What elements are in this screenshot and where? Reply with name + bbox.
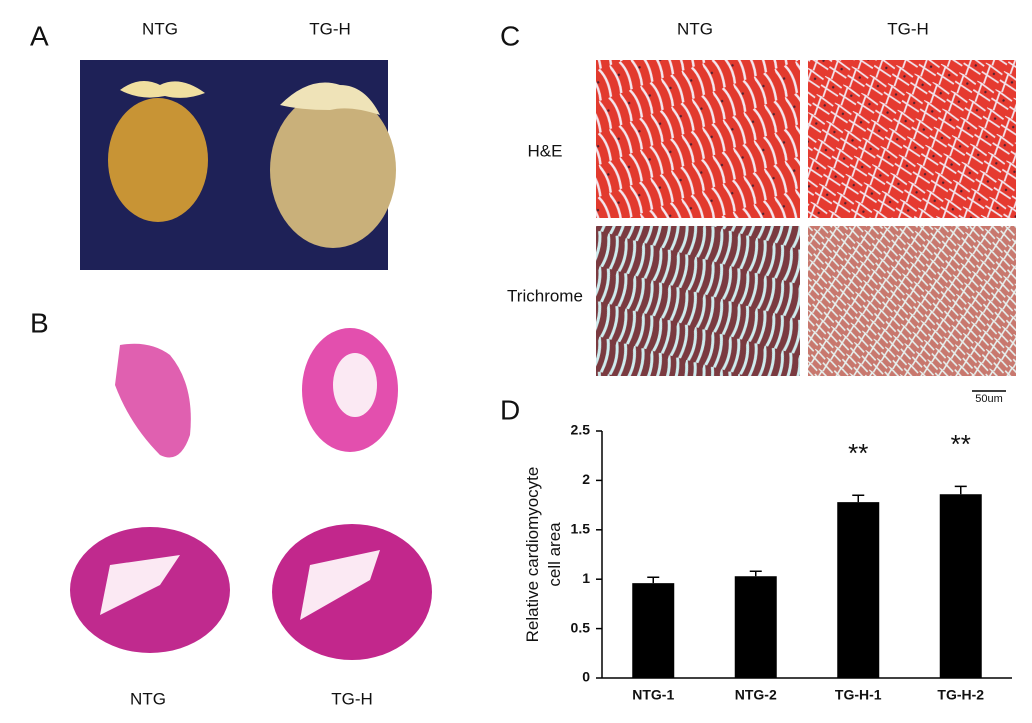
column-label: NTG (142, 19, 178, 38)
x-tick-label: TG-H-1 (835, 687, 882, 703)
y-tick-label: 1 (582, 570, 590, 586)
y-axis-title: Relative cardiomyocyte cell area (523, 467, 564, 643)
panel-label: A (30, 20, 49, 51)
bar (632, 583, 675, 678)
significance: ** (848, 438, 868, 468)
column-label: NTG (130, 689, 166, 708)
y-axis-title-line: cell area (545, 522, 564, 587)
x-tick-label: TG-H-2 (937, 687, 984, 703)
column-label: TG-H (887, 19, 929, 38)
panel-label: C (500, 20, 520, 51)
y-tick-label: 1.5 (571, 521, 591, 537)
y-tick-label: 0.5 (571, 619, 591, 635)
column-label: TG-H (331, 689, 373, 708)
y-tick-label: 2.5 (571, 422, 591, 438)
panel-label: D (500, 394, 520, 425)
bar (837, 502, 880, 678)
y-tick-label: 2 (582, 471, 590, 487)
panel-label: B (30, 307, 49, 338)
column-label: TG-H (309, 19, 351, 38)
heart-section (70, 328, 432, 660)
y-tick-label: 0 (582, 669, 590, 685)
error-bar (749, 570, 762, 577)
bar (939, 494, 982, 678)
bar (734, 576, 777, 678)
y-axis-title-line: Relative cardiomyocyte (523, 467, 542, 643)
row-label: Trichrome (507, 286, 583, 305)
error-bar (647, 576, 660, 584)
x-tick-label: NTG-2 (735, 687, 777, 703)
error-bar (954, 485, 967, 495)
x-tick-label: NTG-1 (632, 687, 674, 703)
row-label: H&E (528, 141, 563, 160)
histology (596, 60, 1016, 376)
bar-chart: 0 0.5 1 1.5 2 2.5 Relative cardiomyocyte cell a… (523, 422, 1012, 703)
significance: ** (951, 429, 971, 459)
column-label: NTG (677, 19, 713, 38)
heart-photo (80, 60, 396, 270)
error-bar (852, 494, 865, 503)
scale-label: 50um (975, 393, 1003, 405)
